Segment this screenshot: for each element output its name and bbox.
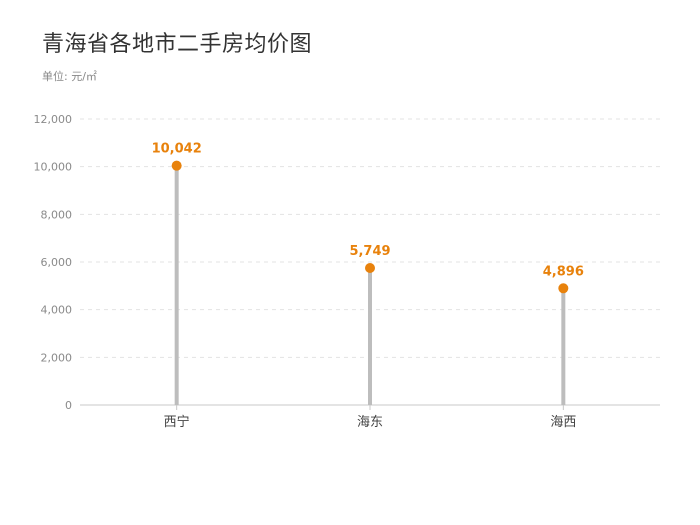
y-tick-label: 8,000 bbox=[41, 208, 73, 221]
lollipop-marker bbox=[171, 160, 182, 171]
y-tick-label: 2,000 bbox=[41, 351, 73, 364]
chart-title: 青海省各地市二手房均价图 bbox=[42, 32, 313, 57]
y-tick-label: 0 bbox=[65, 399, 72, 412]
x-category-label: 海东 bbox=[357, 415, 383, 430]
y-tick-label: 10,000 bbox=[34, 161, 73, 174]
y-tick-label: 6,000 bbox=[41, 256, 73, 269]
x-category-label: 海西 bbox=[550, 415, 576, 430]
y-tick-label: 4,000 bbox=[41, 304, 73, 317]
lollipop-marker bbox=[365, 262, 375, 273]
data-label: 5,749 bbox=[349, 244, 390, 259]
unit-label: 单位: 元/㎡ bbox=[42, 70, 97, 83]
y-tick-label: 12,000 bbox=[34, 113, 73, 126]
data-label: 4,896 bbox=[543, 264, 584, 279]
x-category-label: 西宁 bbox=[164, 414, 190, 430]
data-label: 10,042 bbox=[152, 142, 202, 157]
lollipop-marker bbox=[558, 283, 569, 294]
